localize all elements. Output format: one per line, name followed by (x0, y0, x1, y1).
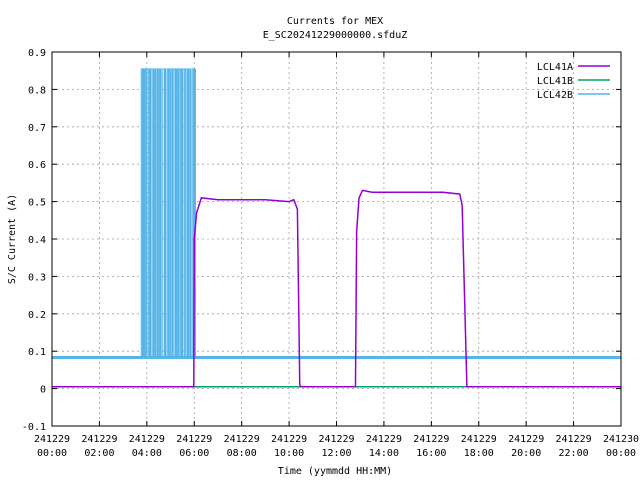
chart-title: Currents for MEX (287, 16, 383, 27)
y-tick-label: 0.9 (28, 48, 46, 59)
y-tick-label: 0.7 (28, 123, 46, 134)
x-tick-label-date: 241229 (224, 434, 260, 445)
x-tick-label-date: 241229 (366, 434, 402, 445)
chart-subtitle: E_SC20241229000000.sfduZ (263, 30, 408, 41)
x-tick-label-time: 18:00 (464, 448, 494, 459)
x-tick-label-time: 04:00 (132, 448, 162, 459)
y-tick-label: 0.3 (28, 272, 46, 283)
grid-lines (51, 51, 622, 427)
y-axis-label: S/C Current (A) (7, 194, 18, 284)
y-tick-label: 0.1 (28, 347, 46, 358)
legend: LCL41A LCL41B LCL42B (537, 62, 610, 101)
x-tick-label-date: 241229 (556, 434, 592, 445)
x-tick-label-time: 22:00 (559, 448, 589, 459)
x-tick-label-time: 12:00 (321, 448, 351, 459)
x-tick-label-time: 00:00 (37, 448, 67, 459)
x-tick-label-time: 14:00 (369, 448, 399, 459)
y-tick-label: 0.4 (28, 235, 46, 246)
series-line-lcl41a (52, 189, 621, 388)
y-tick-label: -0.1 (22, 422, 46, 433)
x-tick-label-date: 241229 (176, 434, 212, 445)
x-tick-label-date: 241229 (129, 434, 165, 445)
y-tick-label: 0.2 (28, 310, 46, 321)
y-tick-label: 0.6 (28, 160, 46, 171)
series-layer (52, 68, 621, 388)
legend-label-lcl41b: LCL41B (537, 76, 573, 87)
x-tick-label-date: 241229 (34, 434, 70, 445)
y-tick-label: 0 (40, 385, 46, 396)
x-tick-label-date: 241229 (271, 434, 307, 445)
axis-ticks: -0.1 0 0.1 0.2 0.3 0.4 0.5 0.6 0.7 0.8 0.9 241229 00… (22, 48, 639, 459)
series-line-lcl42b (52, 68, 621, 359)
x-tick-label-time: 02:00 (84, 448, 114, 459)
legend-label-lcl41a: LCL41A (537, 62, 573, 73)
x-tick-label-date: 241229 (413, 434, 449, 445)
x-tick-label-date: 241229 (508, 434, 544, 445)
x-tick-label-date: 241229 (461, 434, 497, 445)
x-tick-label-time: 10:00 (274, 448, 304, 459)
x-tick-label-time: 00:00 (606, 448, 636, 459)
x-tick-label-time: 06:00 (179, 448, 209, 459)
x-tick-label-time: 08:00 (227, 448, 257, 459)
x-tick-label-date: 241229 (81, 434, 117, 445)
x-tick-label-time: 20:00 (511, 448, 541, 459)
y-tick-label: 0.5 (28, 198, 46, 209)
x-axis-label: Time (yymmdd HH:MM) (278, 466, 392, 477)
x-tick-label-date: 241229 (318, 434, 354, 445)
x-tick-label-date: 241230 (603, 434, 639, 445)
legend-label-lcl42b: LCL42B (537, 90, 573, 101)
x-tick-label-time: 16:00 (416, 448, 446, 459)
y-tick-label: 0.8 (28, 85, 46, 96)
